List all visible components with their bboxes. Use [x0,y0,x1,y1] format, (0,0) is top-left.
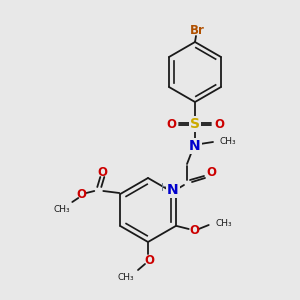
Text: S: S [190,117,200,131]
Text: O: O [214,118,224,130]
Text: O: O [144,254,154,266]
Text: O: O [76,188,86,200]
Text: H: H [161,183,169,193]
Text: O: O [190,224,200,238]
Text: O: O [206,167,216,179]
Text: CH₃: CH₃ [54,206,70,214]
Text: CH₃: CH₃ [118,272,134,281]
Text: CH₃: CH₃ [216,218,232,227]
Text: O: O [166,118,176,130]
Text: Br: Br [190,23,204,37]
Text: N: N [167,183,179,197]
Text: O: O [97,166,107,178]
Text: N: N [189,139,201,153]
Text: CH₃: CH₃ [219,137,236,146]
